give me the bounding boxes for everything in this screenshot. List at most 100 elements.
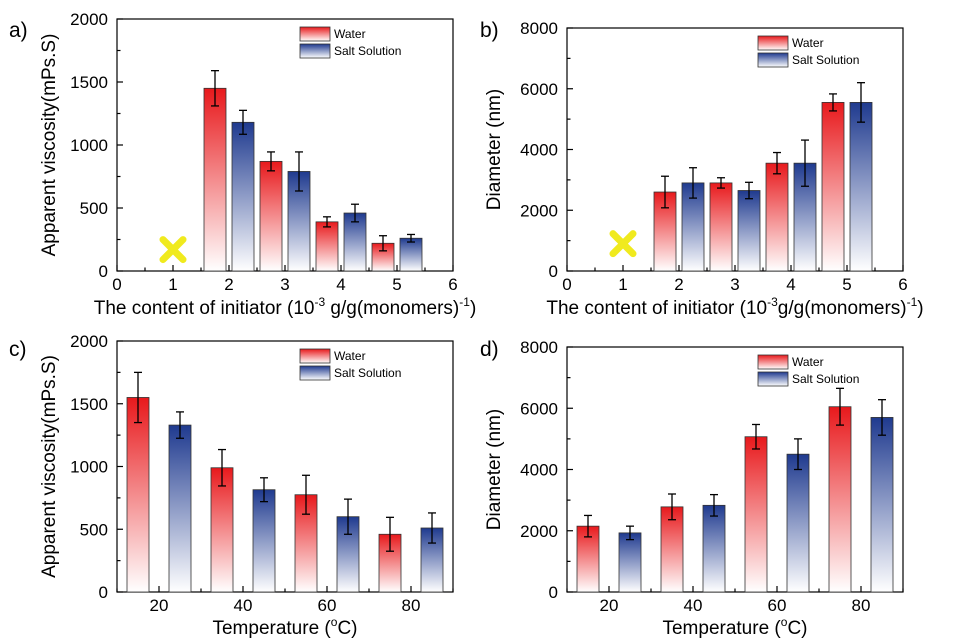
superscript: -1: [907, 295, 918, 309]
cross-stroke: [609, 230, 637, 258]
y-tick-label: 1500: [70, 73, 108, 92]
y-tick-label: 2000: [70, 10, 108, 29]
y-tick-label: 1000: [70, 458, 108, 477]
plot-frame: [116, 18, 454, 272]
legend-swatch: [757, 35, 789, 51]
water-bar: [203, 87, 227, 272]
y-tick-label: 6000: [520, 399, 558, 418]
salt-solution-bar: [870, 417, 894, 593]
y-tick-label: 8000: [520, 338, 558, 357]
legend-swatch: [299, 43, 331, 59]
panel-label: d): [480, 338, 499, 361]
x-tick-label: 60: [768, 596, 787, 615]
y-tick-label: 0: [99, 262, 108, 281]
x-title-text: C): [787, 618, 807, 639]
y-tick-label: 500: [80, 520, 108, 539]
water-bar: [315, 221, 339, 272]
panel-d-chart: 0 2000 4000 6000 8000 20 40 60 80 Water Salt Solut…: [480, 338, 904, 639]
x-tick-label: 1: [168, 275, 177, 294]
y-tick-label: 2000: [520, 201, 558, 220]
superscript: o: [331, 615, 338, 629]
x-tick-label: 4: [786, 275, 795, 294]
x-tick-label: 2: [224, 275, 233, 294]
x-tick-label: 6: [448, 275, 457, 294]
plot-frame: [116, 340, 454, 593]
water-bar: [126, 397, 150, 593]
panel-c-chart: 0 500 1000 1500 2000 20 40 60 80 Water Salt Soluti…: [9, 332, 454, 639]
x-title-text: C): [337, 618, 357, 639]
salt-solution-bar: [231, 121, 255, 272]
y-axis-title: Apparent viscosity(mPs.S): [39, 355, 60, 578]
x-tick-label: 40: [234, 596, 253, 615]
panel-label: b): [480, 19, 499, 42]
legend-label: Water: [792, 36, 824, 50]
legend-label: Salt Solution: [334, 366, 401, 380]
superscript: o: [781, 615, 788, 629]
x-tick-label: 0: [562, 275, 571, 294]
y-axis-title: Diameter (nm): [484, 409, 505, 530]
x-title-text: The content of initiator (10: [94, 298, 315, 319]
legend-swatch: [757, 354, 789, 370]
no-data-cross-icon: [159, 236, 187, 264]
superscript: -1: [459, 295, 470, 309]
water-bar: [259, 160, 283, 272]
x-title-text: g/g(monomers): [325, 298, 459, 319]
y-tick-label: 1500: [70, 395, 108, 414]
y-tick-label: 0: [549, 262, 558, 281]
x-title-text: ): [470, 298, 476, 319]
x-tick-label: 20: [600, 596, 619, 615]
x-title-text: ): [917, 298, 923, 319]
x-tick-label: 60: [318, 596, 337, 615]
x-tick-label: 80: [852, 596, 871, 615]
legend-label: Salt Solution: [792, 372, 859, 386]
legend-swatch: [299, 348, 331, 364]
water-bar: [821, 102, 845, 272]
y-tick-label: 6000: [520, 80, 558, 99]
panel-label: c): [9, 338, 27, 361]
x-tick-label: 6: [898, 275, 907, 294]
cross-stroke: [159, 236, 187, 264]
x-tick-label: 3: [730, 275, 739, 294]
y-tick-label: 2000: [70, 332, 108, 351]
salt-solution-bar: [786, 453, 810, 593]
salt-solution-bar: [702, 504, 726, 593]
legend-label: Salt Solution: [792, 53, 859, 67]
water-bar: [765, 162, 789, 272]
y-tick-label: 8000: [520, 19, 558, 38]
y-tick-label: 500: [80, 199, 108, 218]
x-tick-label: 4: [336, 275, 345, 294]
x-tick-label: 0: [112, 275, 121, 294]
x-axis-title: The content of initiator (10-3 g/g(monom…: [94, 295, 477, 319]
x-tick-label: 80: [402, 596, 421, 615]
legend-label: Water: [334, 349, 366, 363]
y-tick-label: 4000: [520, 461, 558, 480]
legend-swatch: [299, 26, 331, 42]
y-tick-label: 0: [99, 583, 108, 602]
y-axis-title: Apparent viscosity(mPs.S): [39, 34, 60, 257]
y-tick-label: 0: [549, 583, 558, 602]
salt-solution-bar: [618, 532, 642, 593]
x-title-text: g/g(monomers): [778, 298, 907, 319]
x-axis-title: The content of initiator (10-3g/g(monome…: [546, 295, 923, 319]
x-title-text: Temperature (: [662, 618, 781, 639]
salt-solution-bar: [399, 237, 423, 272]
y-tick-label: 1000: [70, 136, 108, 155]
x-axis-title: Temperature (oC): [662, 615, 807, 639]
legend-label: Water: [792, 355, 824, 369]
x-title-text: Temperature (: [212, 618, 331, 639]
no-data-cross-icon: [609, 230, 637, 258]
x-axis-title: Temperature (oC): [212, 615, 357, 639]
legend-label: Water: [334, 27, 366, 41]
superscript: -3: [767, 295, 778, 309]
panel-label: a): [9, 19, 28, 42]
y-tick-label: 4000: [520, 141, 558, 160]
x-title-text: The content of initiator (10: [546, 298, 767, 319]
x-tick-label: 40: [684, 596, 703, 615]
salt-solution-bar: [737, 190, 761, 272]
salt-solution-bar: [168, 424, 192, 593]
x-tick-label: 5: [842, 275, 851, 294]
panel-a-chart: 0 500 1000 1500 2000 0 1 2 3 4 5 6 Water Salt Solutio…: [9, 10, 476, 319]
legend-swatch: [757, 371, 789, 387]
legend-swatch: [757, 52, 789, 68]
